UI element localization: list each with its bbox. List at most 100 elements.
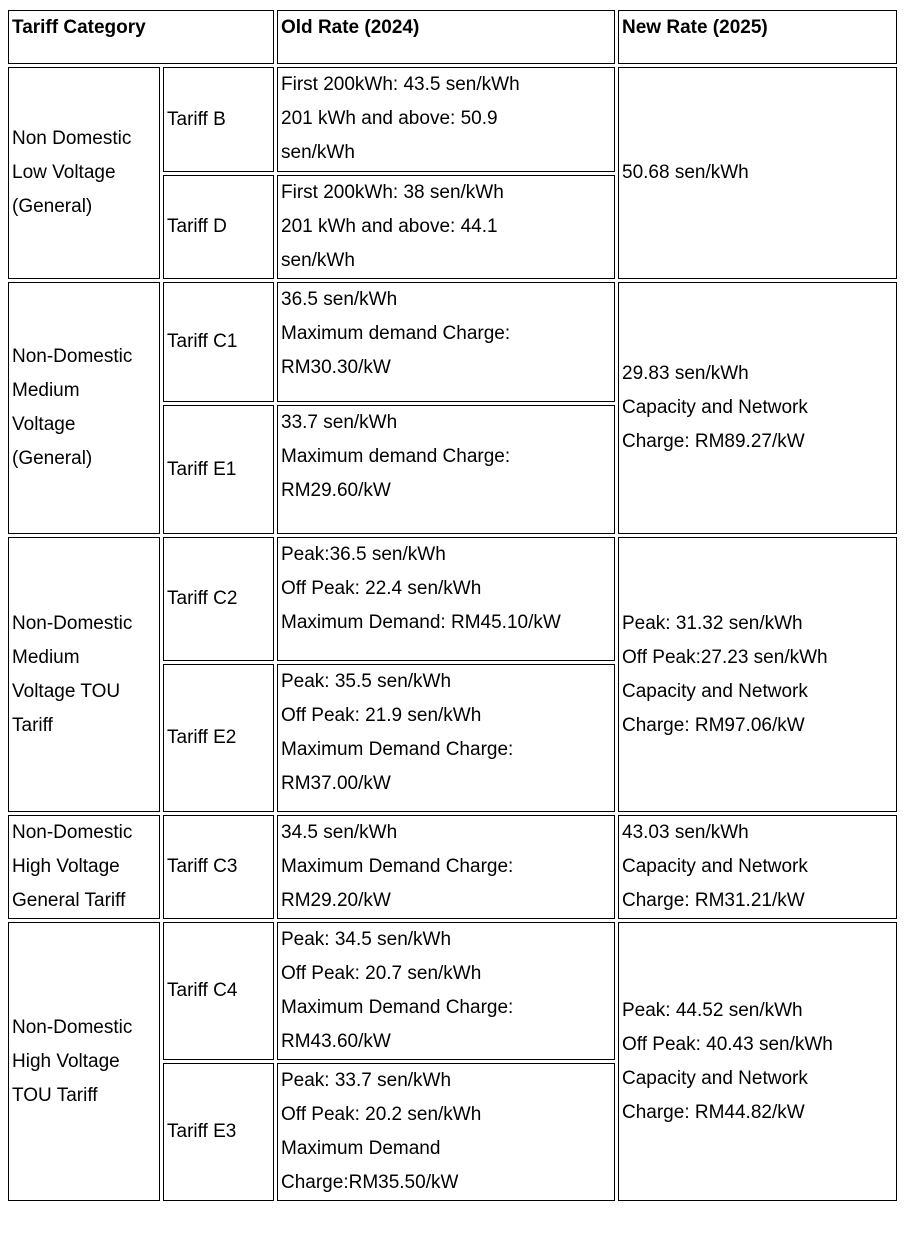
tariff-category-cell: Non-Domestic High Voltage TOU Tariff [8,922,160,1201]
new-rate-cell: 29.83 sen/kWh Capacity and Network Charge:… [618,282,897,534]
cell-line: Charge: RM44.82/kW [622,1101,805,1123]
cell-line: Charge: RM31.21/kW [622,890,805,911]
tariff-name-cell: Tariff C4 [163,922,274,1060]
new-rate-cell: 43.03 sen/kWh Capacity and Network Charge:… [618,815,897,919]
tariff-table: Tariff Category Old Rate (2024) New Rate… [5,7,900,1204]
tariff-category-cell: Non Domestic Low Voltage (General) [8,67,160,279]
tariff-name-cell: Tariff C2 [163,537,274,661]
cell-line: Charge: RM89.27/kW [622,431,805,452]
table-row: Tariff E1 33.7 sen/kWh Maximum demand Char… [8,405,897,534]
cell-line: Maximum Demand: RM45.10/kW [281,612,561,633]
cell-line: 36.5 sen/kWh [281,289,398,310]
cell-line: Peak: 31.32 sen/kWh [622,612,803,634]
cell-line: RM30.30/kW [281,357,391,378]
table-row: Non Domestic Low Voltage (General) Tariff B… [8,67,897,279]
old-rate-cell: Peak: 33.7 sen/kWh Off Peak: 20.2 sen/kWh… [277,1063,615,1201]
cell-line: Maximum Demand [281,1138,441,1159]
cell-line: Off Peak: 22.4 sen/kWh [281,578,482,599]
old-rate-cell: Peak: 35.5 sen/kWh Off Peak: 21.9 sen/kWh… [277,664,615,812]
cell-line: 50.68 sen/kWh [622,162,749,183]
cell-line: RM37.00/kW [281,773,391,794]
cell-line: Tariff [12,714,53,736]
cell-line: First 200kWh: 38 sen/kWh [281,182,504,203]
cell-line: Non-Domestic [12,346,133,367]
cell-line: Capacity and Network [622,680,808,702]
cell-line: Peak: 44.52 sen/kWh [622,999,803,1021]
old-rate-cell: 33.7 sen/kWh Maximum demand Charge: RM29.6… [277,405,615,534]
cell-line: 29.83 sen/kWh [622,363,749,384]
cell-line: Medium [12,646,80,668]
header-new-rate: New Rate (2025) [618,10,897,64]
cell-line: sen/kWh [281,142,355,163]
tariff-category-cell: Non-Domestic High Voltage General Tariff [8,815,160,919]
tariff-name-cell: Tariff B [163,67,274,172]
cell-line: General Tariff [12,890,126,911]
cell-line: Maximum Demand Charge: [281,856,514,877]
old-rate-cell: 34.5 sen/kWh Maximum Demand Charge: RM29.2… [277,815,615,919]
tariff-name-cell: Tariff D [163,175,274,279]
tariff-category-cell: Non-Domestic Medium Voltage TOU Tariff [8,537,160,812]
cell-line: Medium [12,380,80,401]
table-row: Non-Domestic High Voltage General Tariff Ta… [8,815,897,919]
cell-line: Charge:RM35.50/kW [281,1172,459,1193]
cell-line: Peak: 35.5 sen/kWh [281,671,452,692]
cell-line: Maximum demand Charge: [281,323,511,344]
cell-line: Non-Domestic [12,612,133,634]
cell-line: Capacity and Network [622,1067,808,1089]
cell-line: Off Peak:27.23 sen/kWh [622,646,828,668]
cell-line: (General) [12,448,93,469]
cell-line: Capacity and Network [622,397,808,418]
cell-line: 201 kWh and above: 50.9 [281,108,498,129]
tariff-name-cell: Tariff E3 [163,1063,274,1201]
old-rate-cell: Peak:36.5 sen/kWh Off Peak: 22.4 sen/kWh M… [277,537,615,661]
old-rate-cell: Peak: 34.5 sen/kWh Off Peak: 20.7 sen/kWh… [277,922,615,1060]
cell-line: Maximum Demand Charge: [281,997,514,1018]
cell-line: First 200kWh: 43.5 sen/kWh [281,74,520,95]
cell-line: Charge: RM97.06/kW [622,714,805,736]
table-row: Non-Domestic Medium Voltage TOU Tariff Tarif… [8,537,897,812]
cell-line: High Voltage [12,856,120,877]
cell-line: Non-Domestic [12,822,133,843]
old-rate-cell: First 200kWh: 43.5 sen/kWh 201 kWh and ab… [277,67,615,172]
table-row: Non-Domestic High Voltage TOU Tariff Tariff… [8,922,897,1201]
cell-line: High Voltage [12,1050,120,1072]
tariff-name-cell: Tariff E2 [163,664,274,812]
cell-line: 34.5 sen/kWh [281,822,398,843]
cell-line: Off Peak: 21.9 sen/kWh [281,705,482,726]
cell-line: Off Peak: 20.7 sen/kWh [281,963,482,984]
table-row: Tariff D First 200kWh: 38 sen/kWh 201 kWh … [8,175,897,279]
cell-line: 33.7 sen/kWh [281,412,398,433]
cell-line: Peak: 33.7 sen/kWh [281,1070,452,1091]
cell-line: RM43.60/kW [281,1031,391,1052]
table-row: Tariff E3 Peak: 33.7 sen/kWh Off Peak: 20.… [8,1063,897,1201]
cell-line: sen/kWh [281,250,355,271]
tariff-name-cell: Tariff C1 [163,282,274,402]
cell-line: RM29.20/kW [281,890,391,911]
old-rate-cell: First 200kWh: 38 sen/kWh 201 kWh and abov… [277,175,615,279]
cell-line: TOU Tariff [12,1084,98,1106]
tariff-category-cell: Non-Domestic Medium Voltage (General) [8,282,160,534]
table-row: Non-Domestic Medium Voltage (General) Tariff… [8,282,897,534]
cell-line: Voltage [12,414,76,435]
table-row: Tariff E2 Peak: 35.5 sen/kWh Off Peak: 21.… [8,664,897,812]
cell-line: Low Voltage [12,162,116,183]
old-rate-cell: 36.5 sen/kWh Maximum demand Charge: RM30.3… [277,282,615,402]
tariff-name-cell: Tariff C3 [163,815,274,919]
cell-line: Peak:36.5 sen/kWh [281,544,446,565]
cell-line: Off Peak: 40.43 sen/kWh [622,1033,833,1055]
cell-line: Non Domestic [12,128,132,149]
header-row: Tariff Category Old Rate (2024) New Rate… [8,10,897,64]
header-tariff-category: Tariff Category [8,10,274,64]
cell-line: Non-Domestic [12,1016,133,1038]
cell-line: Maximum Demand Charge: [281,739,514,760]
tariff-name-cell: Tariff E1 [163,405,274,534]
cell-line: (General) [12,196,93,217]
cell-line: Capacity and Network [622,856,808,877]
new-rate-cell: 50.68 sen/kWh [618,67,897,279]
new-rate-cell: Peak: 44.52 sen/kWh Off Peak: 40.43 sen/k… [618,922,897,1201]
cell-line: Peak: 34.5 sen/kWh [281,929,452,950]
cell-line: Maximum demand Charge: [281,446,511,467]
cell-line: Voltage TOU [12,680,121,702]
cell-line: 43.03 sen/kWh [622,822,749,843]
new-rate-cell: Peak: 31.32 sen/kWh Off Peak:27.23 sen/kW… [618,537,897,812]
